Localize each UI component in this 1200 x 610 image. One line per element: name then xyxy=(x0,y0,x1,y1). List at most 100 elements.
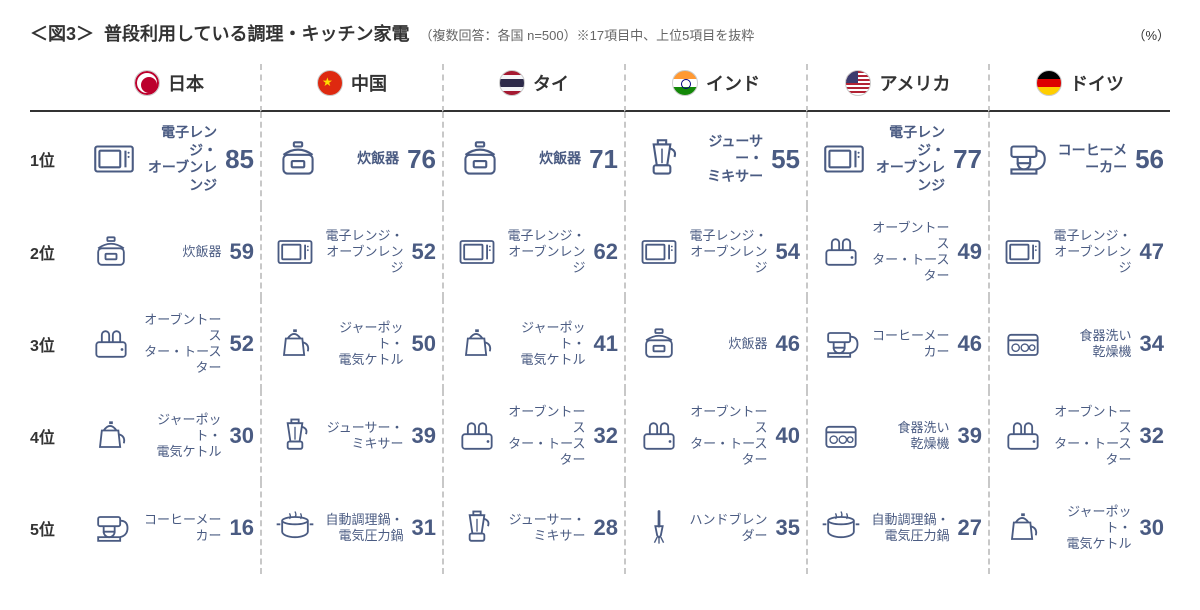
flag-us-icon xyxy=(845,70,871,96)
table-cell: コーヒーメーカー16 xyxy=(78,482,260,574)
item-label: オーブントースター・トースター xyxy=(138,312,222,377)
table-cell: コーヒーメーカー46 xyxy=(806,298,988,390)
item-value: 47 xyxy=(1136,239,1164,265)
item-label: コーヒーメーカー xyxy=(138,512,222,545)
table-cell: オーブントースター・トースター32 xyxy=(988,390,1170,482)
country-name: ドイツ xyxy=(1070,70,1124,96)
title-row: ＜図3＞ 普段利用している調理・キッチン家電 （複数回答：各国 n=500）※1… xyxy=(30,20,1170,46)
table-cell: 電子レンジ・オーブンレンジ47 xyxy=(988,206,1170,298)
kettle-icon xyxy=(1000,506,1046,550)
item-label: 炊飯器 xyxy=(510,150,581,168)
item-label: 食器洗い乾燥機 xyxy=(868,420,950,453)
item-label: 炊飯器 xyxy=(138,244,222,260)
table-cell: オーブントースター・トースター49 xyxy=(806,206,988,298)
item-value: 77 xyxy=(949,144,982,175)
header-blank xyxy=(30,64,78,112)
item-label: 電子レンジ・オーブンレンジ xyxy=(504,228,586,277)
rank-label-4: 4位 xyxy=(30,390,78,482)
item-label: オーブントースター・トースター xyxy=(868,220,950,285)
item-label: 電子レンジ・オーブンレンジ xyxy=(144,124,217,194)
pot-icon xyxy=(272,506,318,550)
item-value: 85 xyxy=(221,144,254,175)
table-cell: ジャーポット・電気ケトル30 xyxy=(988,482,1170,574)
item-label: ジューサー・ミキサー xyxy=(322,420,404,453)
table-cell: 炊飯器46 xyxy=(624,298,806,390)
table-cell: 自動調理鍋・電気圧力鍋27 xyxy=(806,482,988,574)
microwave-icon xyxy=(88,134,140,184)
microwave-icon xyxy=(818,134,870,184)
item-value: 40 xyxy=(772,423,800,449)
item-label: 自動調理鍋・電気圧力鍋 xyxy=(322,512,404,545)
table-cell: ジャーポット・電気ケトル41 xyxy=(442,298,624,390)
country-name: 日本 xyxy=(168,70,204,96)
item-label: ジューサー・ミキサー xyxy=(504,512,586,545)
item-label: 炊飯器 xyxy=(686,336,768,352)
item-label: ハンドブレンダー xyxy=(686,512,768,545)
ranking-table: 日本中国タイインドアメリカドイツ1位電子レンジ・オーブンレンジ85炊飯器76炊飯… xyxy=(30,64,1170,574)
item-value: 76 xyxy=(403,144,436,175)
item-label: オーブントースター・トースター xyxy=(686,404,768,469)
item-value: 41 xyxy=(590,331,618,357)
blender-icon xyxy=(454,506,500,550)
table-cell: ハンドブレンダー35 xyxy=(624,482,806,574)
table-cell: ジューサー・ミキサー28 xyxy=(442,482,624,574)
rank-label-2: 2位 xyxy=(30,206,78,298)
item-value: 35 xyxy=(772,515,800,541)
microwave-icon xyxy=(636,230,682,274)
item-value: 52 xyxy=(226,331,254,357)
rice-icon xyxy=(272,134,324,184)
item-value: 49 xyxy=(954,239,982,265)
country-header-us: アメリカ xyxy=(806,64,988,112)
microwave-icon xyxy=(454,230,500,274)
item-label: ジャーポット・電気ケトル xyxy=(504,320,586,369)
table-cell: ジューサー・ミキサー55 xyxy=(624,112,806,206)
item-value: 34 xyxy=(1136,331,1164,357)
item-value: 16 xyxy=(226,515,254,541)
table-cell: コーヒーメーカー56 xyxy=(988,112,1170,206)
country-name: タイ xyxy=(533,70,569,96)
table-cell: 電子レンジ・オーブンレンジ54 xyxy=(624,206,806,298)
item-value: 27 xyxy=(954,515,982,541)
country-header-cn: 中国 xyxy=(260,64,442,112)
item-value: 30 xyxy=(1136,515,1164,541)
item-value: 56 xyxy=(1131,144,1164,175)
item-value: 46 xyxy=(772,331,800,357)
item-label: コーヒーメーカー xyxy=(868,328,950,361)
country-name: アメリカ xyxy=(879,70,950,96)
item-value: 46 xyxy=(954,331,982,357)
item-value: 54 xyxy=(772,239,800,265)
flag-th-icon xyxy=(499,70,525,96)
pot-icon xyxy=(818,506,864,550)
rank-label-3: 3位 xyxy=(30,298,78,390)
item-label: 電子レンジ・オーブンレンジ xyxy=(1050,228,1132,277)
coffee-icon xyxy=(88,506,134,550)
country-name: インド xyxy=(706,70,760,96)
table-cell: オーブントースター・トースター40 xyxy=(624,390,806,482)
item-label: 電子レンジ・オーブンレンジ xyxy=(686,228,768,277)
country-header-in: インド xyxy=(624,64,806,112)
table-cell: オーブントースター・トースター32 xyxy=(442,390,624,482)
rice-icon xyxy=(88,230,134,274)
item-value: 28 xyxy=(590,515,618,541)
kettle-icon xyxy=(272,322,318,366)
item-value: 62 xyxy=(590,239,618,265)
table-cell: 自動調理鍋・電気圧力鍋31 xyxy=(260,482,442,574)
item-value: 52 xyxy=(408,239,436,265)
table-cell: ジャーポット・電気ケトル50 xyxy=(260,298,442,390)
title: 普段利用している調理・キッチン家電 xyxy=(104,20,409,46)
country-header-th: タイ xyxy=(442,64,624,112)
microwave-icon xyxy=(272,230,318,274)
item-value: 71 xyxy=(585,144,618,175)
country-name: 中国 xyxy=(351,70,387,96)
microwave-icon xyxy=(1000,230,1046,274)
hand-icon xyxy=(636,506,682,550)
toaster-icon xyxy=(1000,414,1046,458)
rank-label-5: 5位 xyxy=(30,482,78,574)
item-label: 食器洗い乾燥機 xyxy=(1050,328,1132,361)
table-cell: 炊飯器59 xyxy=(78,206,260,298)
item-label: オーブントースター・トースター xyxy=(504,404,586,469)
toaster-icon xyxy=(818,230,864,274)
toaster-icon xyxy=(88,322,134,366)
item-value: 39 xyxy=(408,423,436,449)
item-label: オーブントースター・トースター xyxy=(1050,404,1132,469)
